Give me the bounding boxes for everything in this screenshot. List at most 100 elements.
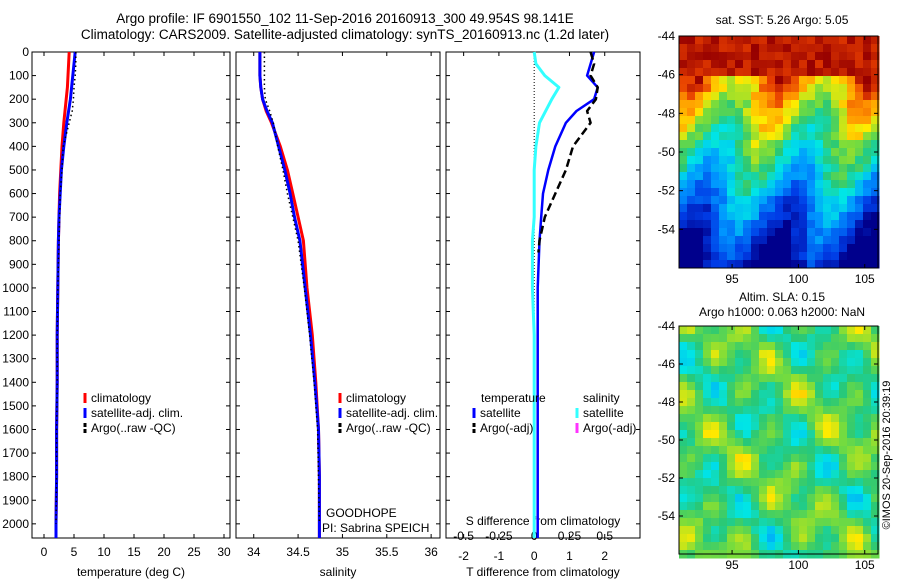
map-cell xyxy=(687,236,696,245)
map-cell xyxy=(855,326,864,335)
map-cell xyxy=(679,390,688,399)
map-cell xyxy=(719,374,728,383)
map-cell xyxy=(751,244,760,253)
map-cell xyxy=(863,374,872,383)
map-cell xyxy=(703,164,712,173)
map-cell xyxy=(855,406,864,415)
legend-label: Argo(-adj) xyxy=(480,421,533,435)
map-cell xyxy=(727,68,736,77)
map-cell xyxy=(719,76,728,85)
map-cell xyxy=(687,534,696,543)
map-cell xyxy=(695,326,704,335)
map-cell xyxy=(783,172,792,181)
map-cell xyxy=(695,76,704,85)
map-cell xyxy=(695,212,704,221)
map-cell xyxy=(743,350,752,359)
map-cell xyxy=(751,236,760,245)
map-cell xyxy=(863,382,872,391)
map-cell xyxy=(767,390,776,399)
map-cell xyxy=(855,132,864,141)
temperature-x-tick: 20 xyxy=(157,545,171,559)
map-cell xyxy=(823,244,832,253)
map-cell xyxy=(799,84,808,93)
temperature-x-tick: 15 xyxy=(127,545,141,559)
map-cell xyxy=(759,542,768,551)
map-cell xyxy=(799,188,808,197)
map-cell xyxy=(791,252,800,261)
map-cell xyxy=(783,220,792,229)
map-cell xyxy=(751,36,760,45)
map-cell xyxy=(711,446,720,455)
map-cell xyxy=(703,44,712,53)
map-cell xyxy=(767,196,776,205)
map-cell xyxy=(871,36,880,45)
map-cell xyxy=(679,542,688,551)
map-cell xyxy=(791,446,800,455)
map-cell xyxy=(815,84,824,93)
map-cell xyxy=(815,148,824,157)
map-cell xyxy=(775,156,784,165)
map-cell xyxy=(871,108,880,117)
map-cell xyxy=(831,374,840,383)
map-cell xyxy=(719,204,728,213)
map-cell xyxy=(855,172,864,181)
map-cell xyxy=(815,542,824,551)
map-cell xyxy=(783,156,792,165)
map-cell xyxy=(863,326,872,335)
map-cell xyxy=(687,454,696,463)
map-cell xyxy=(871,526,880,535)
map-cell xyxy=(807,132,816,141)
map-cell xyxy=(831,180,840,189)
map-cell xyxy=(711,204,720,213)
map-cell xyxy=(695,446,704,455)
map-cell xyxy=(703,406,712,415)
map-cell xyxy=(711,478,720,487)
map-cell xyxy=(831,358,840,367)
map-cell xyxy=(727,116,736,125)
map-cell xyxy=(687,398,696,407)
map-cell xyxy=(855,140,864,149)
map-cell xyxy=(831,164,840,173)
map-cell xyxy=(743,124,752,133)
map-cell xyxy=(687,374,696,383)
map-cell xyxy=(799,44,808,53)
map-cell xyxy=(855,52,864,61)
sla-map xyxy=(679,326,880,559)
map-cell xyxy=(679,212,688,221)
map-cell xyxy=(799,542,808,551)
map-cell xyxy=(775,260,784,269)
map-cell xyxy=(759,244,768,253)
map-cell xyxy=(871,478,880,487)
map-cell xyxy=(791,390,800,399)
map-cell xyxy=(815,358,824,367)
map-cell xyxy=(847,534,856,543)
map-cell xyxy=(751,470,760,479)
map-cell xyxy=(775,76,784,85)
map-cell xyxy=(863,414,872,423)
map-cell xyxy=(679,502,688,511)
y-tick-label: 1700 xyxy=(2,446,29,460)
map-cell xyxy=(855,518,864,527)
map-cell xyxy=(767,68,776,77)
map-cell xyxy=(863,36,872,45)
map-cell xyxy=(711,398,720,407)
map-cell xyxy=(735,390,744,399)
map-cell xyxy=(695,542,704,551)
map-cell xyxy=(727,244,736,253)
map-cell xyxy=(823,196,832,205)
map-cell xyxy=(799,438,808,447)
map-cell xyxy=(719,358,728,367)
map-cell xyxy=(847,44,856,53)
map-cell xyxy=(679,260,688,269)
map-cell xyxy=(831,244,840,253)
map-cell xyxy=(719,334,728,343)
map-cell xyxy=(783,406,792,415)
map-y-tick-label: -46 xyxy=(658,68,676,82)
map-cell xyxy=(839,236,848,245)
map-cell xyxy=(839,52,848,61)
map-cell xyxy=(703,462,712,471)
map-cell xyxy=(807,52,816,61)
map-cell xyxy=(695,382,704,391)
map-cell xyxy=(807,494,816,503)
map-cell xyxy=(767,414,776,423)
